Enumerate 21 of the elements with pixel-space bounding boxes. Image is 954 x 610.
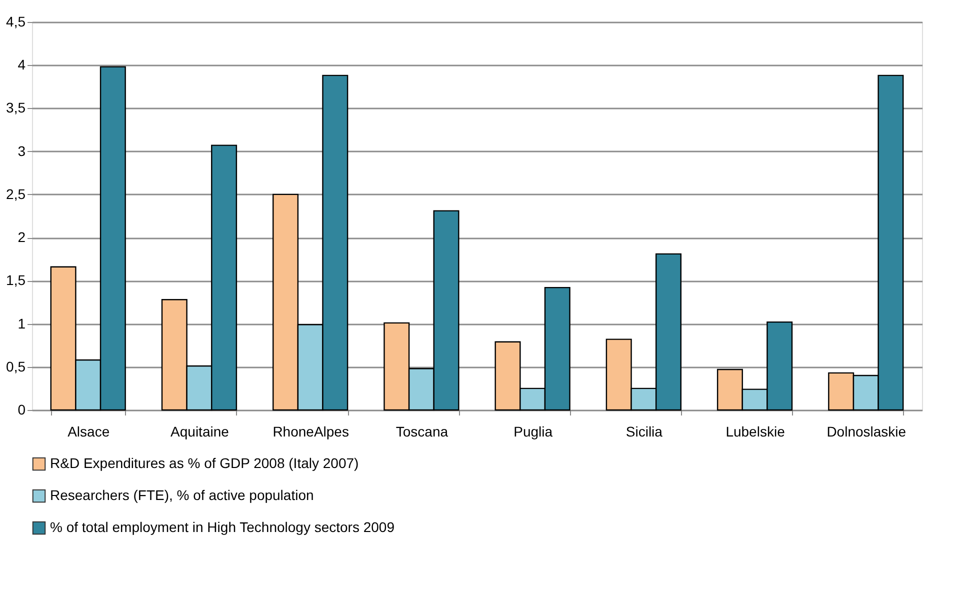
y-tick-label: 0,5	[6, 358, 26, 374]
y-tick-label: 1	[18, 315, 26, 332]
y-tick-label: 4	[18, 56, 26, 73]
x-tick-label: Puglia	[514, 424, 553, 440]
y-tick-label: 2,5	[6, 186, 26, 202]
x-tick-label: Aquitaine	[170, 424, 230, 440]
y-tick-label: 3	[18, 142, 26, 159]
x-tick-label: Lubelskie	[726, 424, 786, 440]
legend-label: % of total employment in High Technology sectors 2009	[50, 519, 395, 535]
legend-label: Researchers (FTE), % of active population	[50, 487, 314, 503]
x-tick-label: Alsace	[68, 424, 110, 440]
x-tick-label: Toscana	[396, 424, 448, 440]
x-tick-label: RhoneAlpes	[272, 424, 349, 440]
y-tick-label: 3,5	[6, 100, 26, 116]
x-tick-label: Dolnoslaskie	[826, 424, 906, 440]
y-tick-label: 4,5	[6, 14, 26, 30]
y-tick-label: 1,5	[6, 272, 26, 288]
y-tick-label: 2	[18, 229, 26, 246]
x-tick-label: Sicilia	[626, 424, 663, 440]
y-tick-label: 0	[18, 402, 26, 418]
legend-label: R&D Expenditures as % of GDP 2008 (Italy 2007)	[50, 455, 359, 471]
